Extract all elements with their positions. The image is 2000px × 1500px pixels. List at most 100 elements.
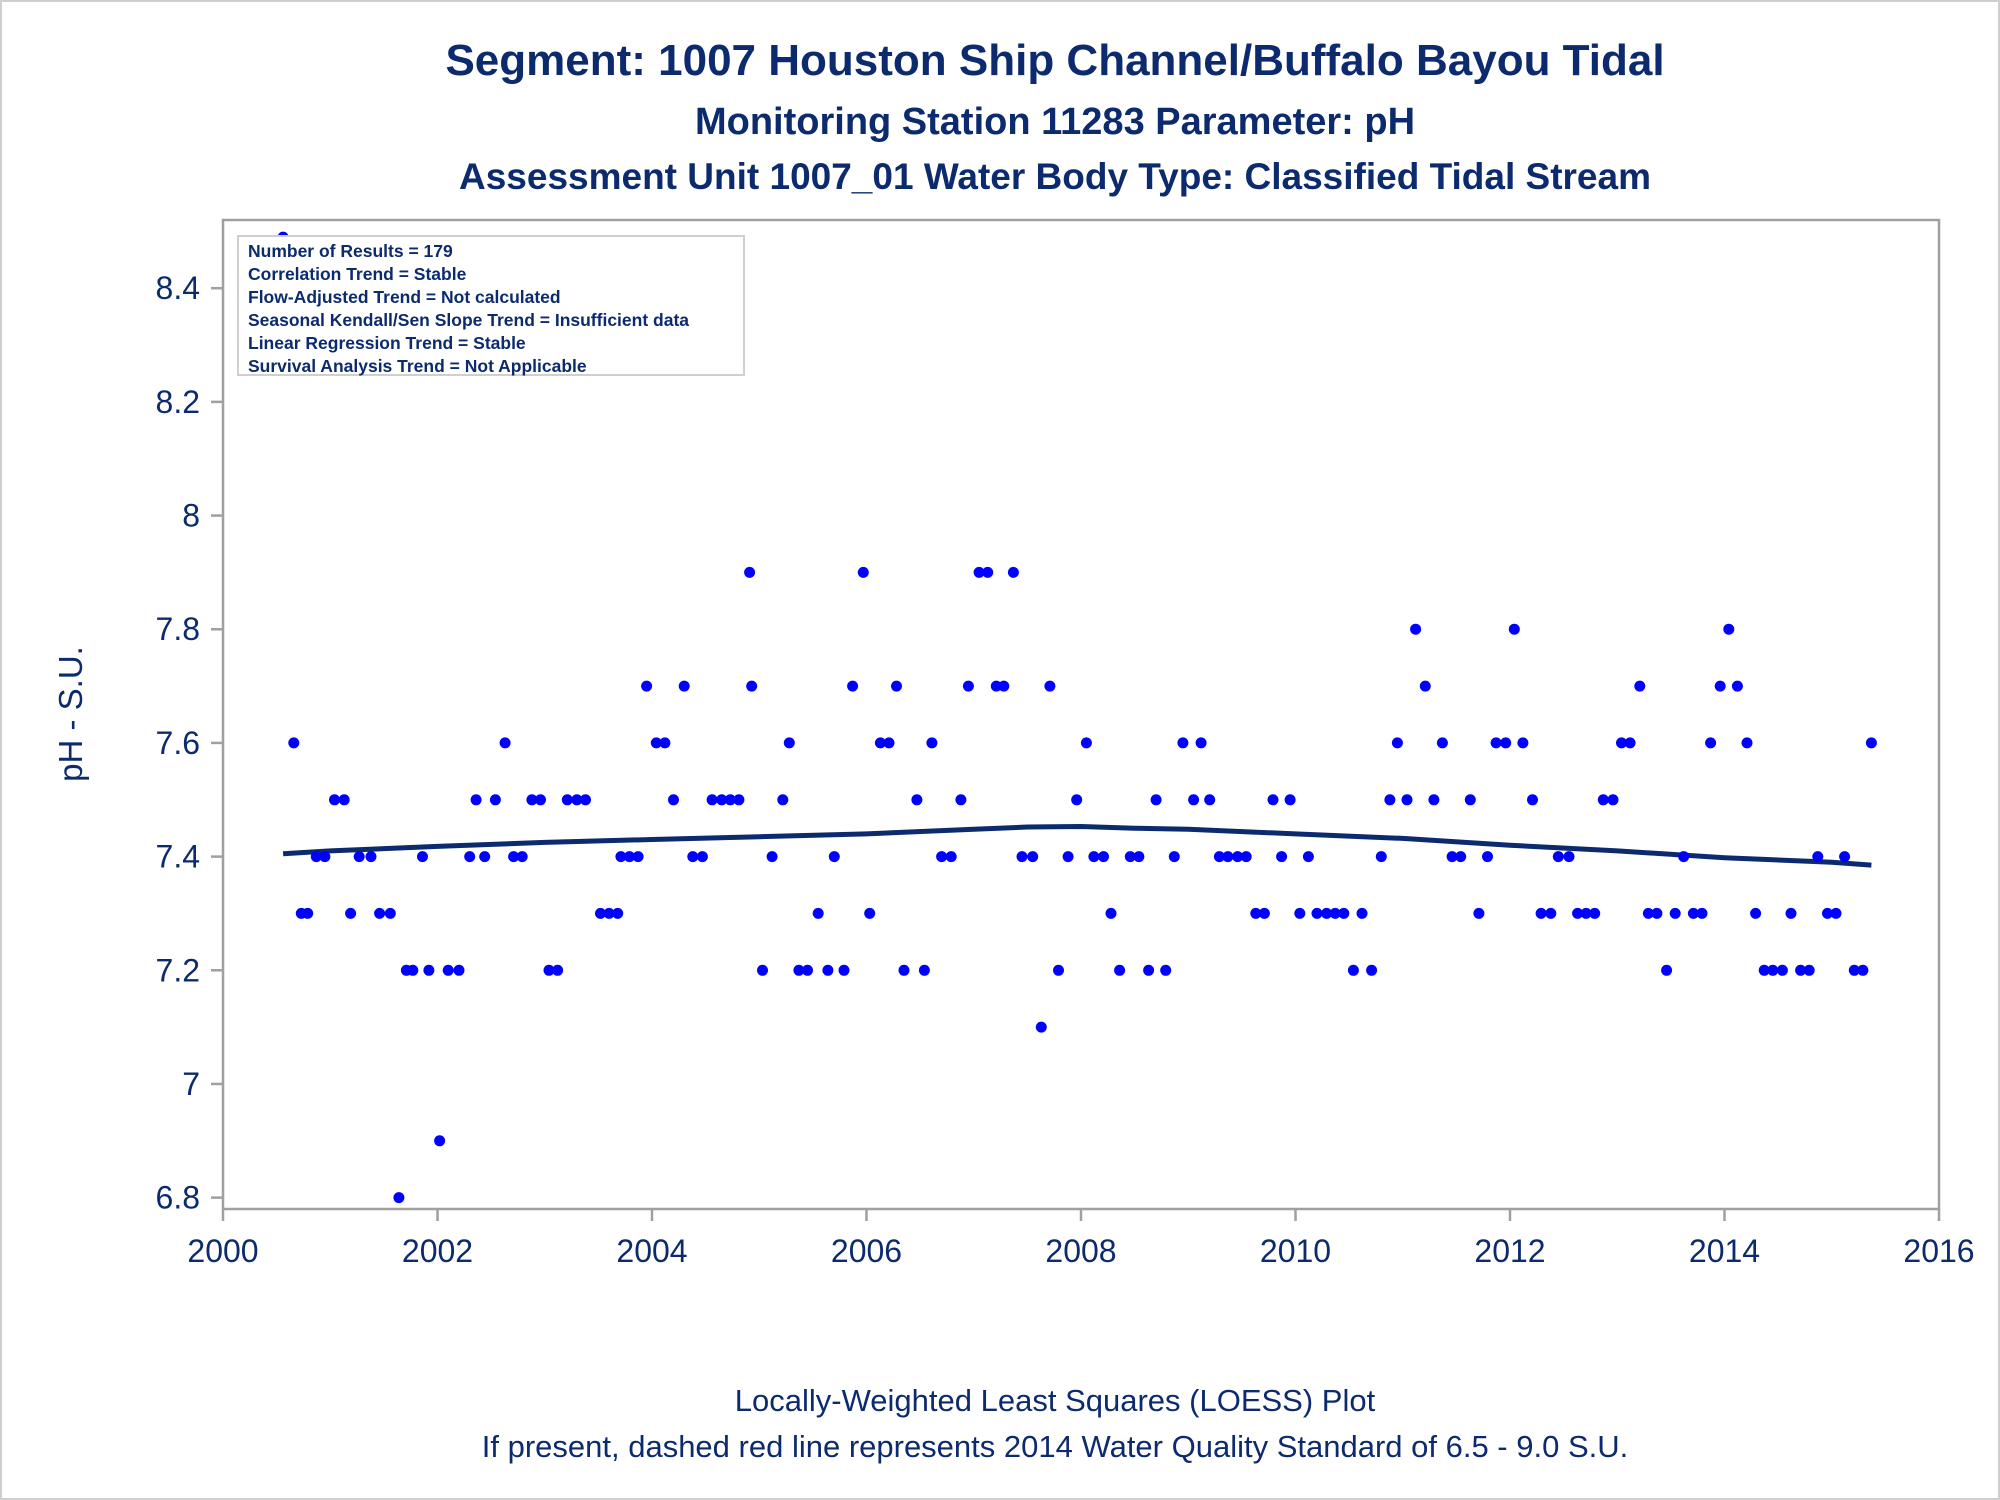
data-point [1258, 907, 1270, 919]
data-point [1250, 907, 1262, 919]
data-point [1329, 907, 1341, 919]
data-point [766, 851, 778, 863]
data-point [918, 964, 930, 976]
data-point [1572, 907, 1584, 919]
data-point [543, 964, 555, 976]
data-point [1133, 851, 1145, 863]
data-point [1678, 851, 1690, 863]
data-point [1366, 964, 1378, 976]
stat-survival-analysis-trend: Survival Analysis Trend = Not Applicable [248, 356, 587, 376]
data-point [659, 737, 671, 749]
data-point [384, 907, 396, 919]
data-point [1723, 623, 1735, 635]
data-point [1195, 737, 1207, 749]
data-point [407, 964, 419, 976]
data-point [516, 851, 528, 863]
y-tick-label: 6.8 [156, 1180, 200, 1216]
data-point [1027, 851, 1039, 863]
stat-flow-adjusted-trend: Flow-Adjusted Trend = Not calculated [248, 287, 561, 307]
data-point [1401, 794, 1413, 806]
data-point [1016, 851, 1028, 863]
data-point [744, 566, 756, 578]
data-point [857, 566, 869, 578]
x-axis: 2000 2002 2004 2006 2008 2010 2012 2014 2016 [187, 1209, 1975, 1269]
data-point [822, 964, 834, 976]
data-point [1714, 680, 1726, 692]
data-point [802, 964, 813, 976]
x-tick-label: 2006 [831, 1233, 902, 1269]
data-point [783, 737, 795, 749]
data-point [1240, 851, 1252, 863]
data-point [1338, 907, 1350, 919]
data-point [1150, 794, 1162, 806]
data-point [678, 680, 690, 692]
y-tick-label: 7 [182, 1066, 200, 1102]
data-point [1624, 737, 1636, 749]
data-point [1419, 680, 1431, 692]
data-point [470, 794, 482, 806]
data-point [1044, 680, 1056, 692]
data-point [1080, 737, 1092, 749]
data-point [1062, 851, 1074, 863]
data-point [1168, 851, 1180, 863]
data-point [1535, 907, 1547, 919]
data-point [1446, 851, 1458, 863]
data-point [1705, 737, 1717, 749]
data-point [561, 794, 573, 806]
data-point [1098, 851, 1109, 863]
data-point [1589, 907, 1601, 919]
data-point [847, 680, 859, 692]
data-point [499, 737, 511, 749]
stat-linear-regression-trend: Linear Regression Trend = Stable [248, 333, 526, 353]
data-point [1580, 907, 1592, 919]
data-point [442, 964, 454, 976]
data-point [1848, 964, 1860, 976]
stat-seasonal-kendall-trend: Seasonal Kendall/Sen Slope Trend = Insuf… [248, 310, 690, 330]
data-point [1750, 907, 1762, 919]
data-point [874, 737, 886, 749]
data-point [1428, 794, 1440, 806]
x-tick-label: 2014 [1689, 1233, 1760, 1269]
data-point [1669, 907, 1681, 919]
data-point [1482, 851, 1493, 863]
data-point [632, 851, 644, 863]
data-point [1204, 794, 1216, 806]
x-tick-label: 2000 [187, 1233, 258, 1269]
data-point [329, 794, 340, 806]
x-tick-label: 2012 [1474, 1233, 1545, 1269]
data-point [706, 794, 718, 806]
data-point [374, 907, 386, 919]
data-point [393, 1192, 405, 1204]
data-point [1410, 623, 1422, 635]
data-point [911, 794, 923, 806]
data-point [1071, 794, 1083, 806]
data-point [898, 964, 910, 976]
data-point [687, 851, 699, 863]
data-points [277, 231, 1877, 1204]
data-point [338, 794, 350, 806]
footnote-plot-type: Locally-Weighted Least Squares (LOESS) P… [734, 1383, 1376, 1418]
data-point [757, 964, 768, 976]
x-tick-label: 2004 [616, 1233, 687, 1269]
data-point [595, 907, 606, 919]
data-point [1857, 964, 1869, 976]
data-point [603, 907, 615, 919]
data-point [641, 680, 653, 692]
data-point [1563, 851, 1575, 863]
data-point [838, 964, 850, 976]
data-point [1616, 737, 1627, 749]
footnote-standard: If present, dashed red line represents 2… [481, 1429, 1629, 1464]
data-point [288, 737, 300, 749]
data-point [1124, 851, 1136, 863]
data-point [777, 794, 789, 806]
data-point [1213, 851, 1225, 863]
data-point [1321, 907, 1333, 919]
data-point [526, 794, 538, 806]
data-point [1160, 964, 1172, 976]
data-point [1114, 964, 1126, 976]
data-point [1776, 964, 1788, 976]
data-point [1785, 907, 1797, 919]
data-point [1758, 964, 1770, 976]
data-point [828, 851, 840, 863]
data-point [1661, 964, 1673, 976]
